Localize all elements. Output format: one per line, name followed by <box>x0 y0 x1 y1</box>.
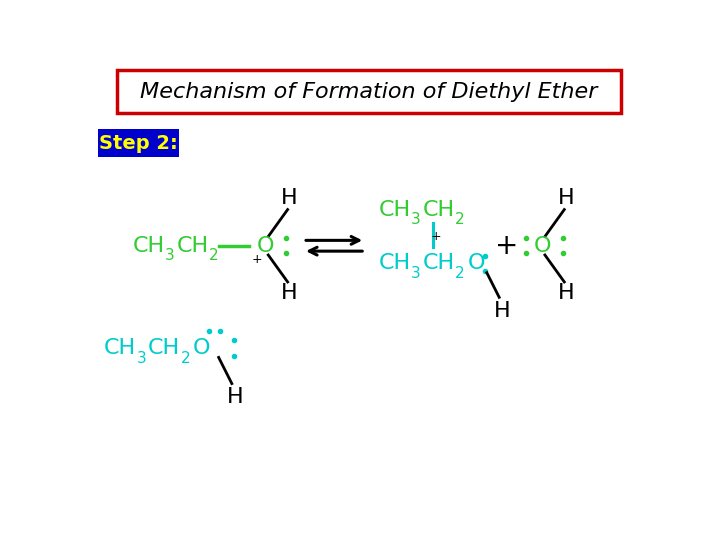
Text: H: H <box>281 188 297 208</box>
Text: CH: CH <box>378 253 410 273</box>
Text: H: H <box>557 284 574 303</box>
Text: Mechanism of Formation of Diethyl Ether: Mechanism of Formation of Diethyl Ether <box>140 82 598 102</box>
FancyBboxPatch shape <box>98 130 179 157</box>
Text: H: H <box>227 387 243 408</box>
Text: H: H <box>557 188 574 208</box>
Text: CH: CH <box>132 236 165 256</box>
Text: H: H <box>494 301 510 321</box>
Text: O: O <box>467 253 485 273</box>
Text: +: + <box>252 253 263 266</box>
Text: O: O <box>193 338 210 358</box>
Text: 2: 2 <box>455 212 464 227</box>
Text: CH: CH <box>378 200 410 220</box>
Text: O: O <box>534 236 551 256</box>
Text: CH: CH <box>177 236 209 256</box>
Text: 2: 2 <box>210 248 219 264</box>
Text: 2: 2 <box>455 266 464 281</box>
Text: H: H <box>281 284 297 303</box>
Text: +: + <box>431 230 441 243</box>
Text: CH: CH <box>423 253 454 273</box>
Text: 3: 3 <box>137 350 146 366</box>
Text: Step 2:: Step 2: <box>99 134 177 153</box>
FancyBboxPatch shape <box>117 70 621 112</box>
Text: 2: 2 <box>181 350 190 366</box>
Text: CH: CH <box>148 338 180 358</box>
Text: O: O <box>256 236 274 256</box>
Text: +: + <box>495 232 518 260</box>
Text: 3: 3 <box>411 212 420 227</box>
Text: CH: CH <box>423 200 454 220</box>
Text: 3: 3 <box>411 266 420 281</box>
Text: 3: 3 <box>165 248 175 264</box>
Text: CH: CH <box>104 338 136 358</box>
